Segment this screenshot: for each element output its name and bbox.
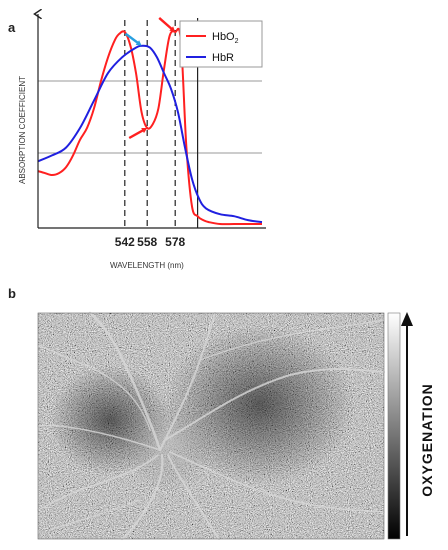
colorbar: OXYGENATION <box>387 312 435 540</box>
panel-a-label: a <box>8 20 16 35</box>
x-tick-label-542: 542 <box>115 235 135 249</box>
absorption-chart: 542 558 578 WAVELENGTH (nm) ABSORPTION COE… <box>18 14 266 270</box>
vessel <box>37 344 151 431</box>
vessel <box>167 454 220 540</box>
vessel <box>164 368 385 441</box>
legend-box <box>179 20 263 68</box>
y-axis-title: ABSORPTION COEFFICIENT <box>18 76 27 184</box>
legend: HbO2 HbR <box>179 20 263 68</box>
legend-label-hbr: HbR <box>212 52 234 64</box>
vessel <box>120 453 164 541</box>
series-line-hbo2 <box>37 27 262 226</box>
colorbar-label: OXYGENATION <box>419 383 435 496</box>
vessel <box>88 311 162 452</box>
series-line-hbr <box>37 44 263 224</box>
image-frame <box>37 312 385 540</box>
optic-disc <box>124 399 212 491</box>
vessel <box>169 451 385 513</box>
x-tick-labels: 542 558 578 <box>115 235 186 249</box>
vessels <box>37 311 385 541</box>
x-axis-title: WAVELENGTH (nm) <box>110 261 184 270</box>
legend-label-hbo2: HbO2 <box>212 31 239 45</box>
series-layer <box>37 27 263 226</box>
vessel <box>37 424 161 451</box>
oxygenation-image <box>37 311 385 541</box>
annotation-arrow <box>158 17 176 32</box>
vessel <box>49 499 141 531</box>
annotation-arrows <box>124 17 176 140</box>
vessel <box>37 454 159 511</box>
colorbar-gradient <box>387 312 401 540</box>
annotation-arrow <box>124 32 142 46</box>
colorbar-arrow-head <box>401 312 413 326</box>
annotation-arrow <box>128 128 148 140</box>
panel-b-label: b <box>8 286 16 301</box>
x-tick-label-578: 578 <box>165 235 185 249</box>
x-tick-label-558: 558 <box>137 235 157 249</box>
vessel <box>199 319 385 361</box>
dark-region-right <box>165 325 355 485</box>
